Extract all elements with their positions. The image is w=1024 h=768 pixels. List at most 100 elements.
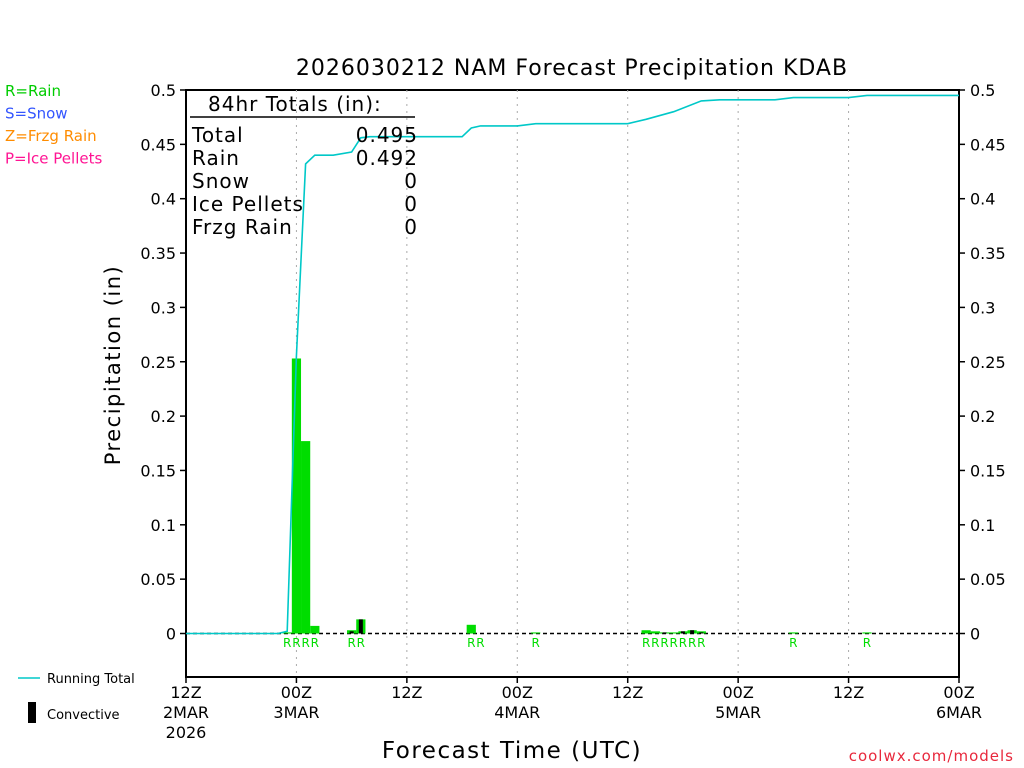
precip-type-label: R bbox=[347, 636, 355, 650]
x-tick-label: 00Z bbox=[281, 683, 312, 702]
x-axis-label: Forecast Time (UTC) bbox=[382, 738, 642, 764]
y-axis-left: 0 0.05 0.1 0.15 0.2 0.25 0.3 0.35 0.4 0.45 0.5 bbox=[140, 81, 186, 644]
precip-bar bbox=[466, 624, 476, 634]
y-tick-label: 0.1 bbox=[970, 516, 995, 535]
y-tick-label: 0.45 bbox=[970, 135, 1006, 154]
y-tick-label: 0 bbox=[970, 625, 980, 644]
x-tick-label: 00Z bbox=[722, 683, 753, 702]
x-tick-label: 4MAR bbox=[494, 703, 540, 722]
precip-type-legend-item: Z=Frzg Rain bbox=[5, 127, 97, 145]
precip-type-label: R bbox=[283, 636, 291, 650]
precip-type-label: R bbox=[532, 636, 540, 650]
precip-type-label: R bbox=[688, 636, 696, 650]
precip-bar bbox=[291, 358, 302, 634]
convective-bar bbox=[358, 619, 363, 634]
y-tick-label: 0.45 bbox=[140, 135, 176, 154]
plot-frame bbox=[185, 89, 960, 678]
convective-legend-swatch bbox=[28, 702, 36, 723]
convective-bar bbox=[662, 632, 667, 634]
precip-type-label: R bbox=[311, 636, 319, 650]
precip-bar bbox=[669, 632, 679, 634]
totals-value: 0 bbox=[404, 192, 418, 216]
x-tick-label: 3MAR bbox=[273, 703, 319, 722]
chart-title: 2026030212 NAM Forecast Precipitation KD… bbox=[296, 56, 848, 81]
x-tick-label: 00Z bbox=[943, 683, 974, 702]
totals-label: Rain bbox=[192, 146, 240, 170]
precip-bars bbox=[282, 358, 872, 634]
totals-value: 0.492 bbox=[356, 146, 418, 170]
totals-value: 0 bbox=[404, 169, 418, 193]
precip-bar bbox=[531, 632, 541, 634]
totals-label: Frzg Rain bbox=[192, 215, 293, 239]
precip-type-label: R bbox=[679, 636, 687, 650]
convective-bar bbox=[690, 630, 695, 634]
precip-type-legend-item: P=Ice Pellets bbox=[5, 150, 102, 168]
precip-type-legend-item: R=Rain bbox=[5, 82, 61, 100]
totals-heading: 84hr Totals (in): bbox=[208, 92, 382, 116]
y-tick-label: 0.35 bbox=[970, 244, 1006, 263]
y-tick-label: 0.15 bbox=[970, 461, 1006, 480]
precip-bar bbox=[641, 630, 651, 634]
precip-type-label: R bbox=[301, 636, 309, 650]
y-tick-label: 0.4 bbox=[151, 190, 176, 209]
precip-type-legend: R=Rain S=Snow Z=Frzg Rain P=Ice Pellets bbox=[5, 82, 102, 168]
y-axis-label: Precipitation (in) bbox=[101, 265, 125, 465]
y-tick-label: 0.25 bbox=[140, 353, 176, 372]
precip-type-label: R bbox=[789, 636, 797, 650]
precip-type-label: R bbox=[292, 636, 300, 650]
x-tick-label: 2026 bbox=[166, 723, 207, 742]
precip-bar bbox=[696, 631, 706, 634]
y-tick-label: 0.4 bbox=[970, 190, 995, 209]
totals-box: 84hr Totals (in): Total 0.495 Rain 0.492 Sno… bbox=[190, 92, 418, 239]
running-total-line bbox=[186, 94, 959, 635]
y-tick-label: 0.05 bbox=[140, 570, 176, 589]
precip-type-label: R bbox=[863, 636, 871, 650]
totals-value: 0 bbox=[404, 215, 418, 239]
convective-legend-label: Convective bbox=[47, 708, 120, 723]
precip-bar bbox=[788, 632, 798, 634]
precip-type-label: R bbox=[357, 636, 365, 650]
y-tick-label: 0.2 bbox=[151, 407, 176, 426]
precip-type-label: R bbox=[476, 636, 484, 650]
y-tick-label: 0.15 bbox=[140, 461, 176, 480]
running-total-legend-label: Running Total bbox=[47, 672, 135, 687]
x-tick-label: 12Z bbox=[833, 683, 864, 702]
y-tick-label: 0.1 bbox=[151, 516, 176, 535]
precip-bar bbox=[282, 632, 292, 634]
y-tick-label: 0 bbox=[166, 625, 176, 644]
x-tick-label: 6MAR bbox=[936, 703, 982, 722]
x-tick-label: 00Z bbox=[502, 683, 533, 702]
precip-bar bbox=[301, 441, 311, 634]
precip-type-label: R bbox=[697, 636, 705, 650]
precip-type-label: R bbox=[651, 636, 659, 650]
totals-label: Total bbox=[191, 123, 244, 147]
y-tick-label: 0.3 bbox=[151, 298, 176, 317]
precip-bar bbox=[862, 632, 872, 634]
precip-bar bbox=[650, 631, 660, 634]
y-axis-right: 0 0.05 0.1 0.15 0.2 0.25 0.3 0.35 0.4 0.45 0.5 bbox=[959, 81, 1006, 644]
convective-bar bbox=[680, 631, 685, 634]
precip-bar bbox=[310, 625, 320, 634]
precip-type-label: R bbox=[660, 636, 668, 650]
x-tick-label: 12Z bbox=[391, 683, 422, 702]
convective-bar bbox=[699, 632, 704, 634]
y-tick-label: 0.3 bbox=[970, 298, 995, 317]
x-tick-label: 2MAR bbox=[163, 703, 209, 722]
convective-bar bbox=[349, 631, 354, 634]
grid-lines bbox=[295, 90, 850, 677]
x-tick-label: 12Z bbox=[612, 683, 643, 702]
y-tick-label: 0.05 bbox=[970, 570, 1006, 589]
precip-type-label: R bbox=[642, 636, 650, 650]
y-tick-label: 0.5 bbox=[151, 81, 176, 100]
x-tick-label: 12Z bbox=[170, 683, 201, 702]
y-tick-label: 0.35 bbox=[140, 244, 176, 263]
y-tick-label: 0.5 bbox=[970, 81, 995, 100]
credit-text: coolwx.com/models bbox=[849, 747, 1014, 765]
precip-type-legend-item: S=Snow bbox=[5, 105, 68, 123]
x-tick-label: 5MAR bbox=[715, 703, 761, 722]
y-tick-label: 0.2 bbox=[970, 407, 995, 426]
precip-type-label: R bbox=[670, 636, 678, 650]
